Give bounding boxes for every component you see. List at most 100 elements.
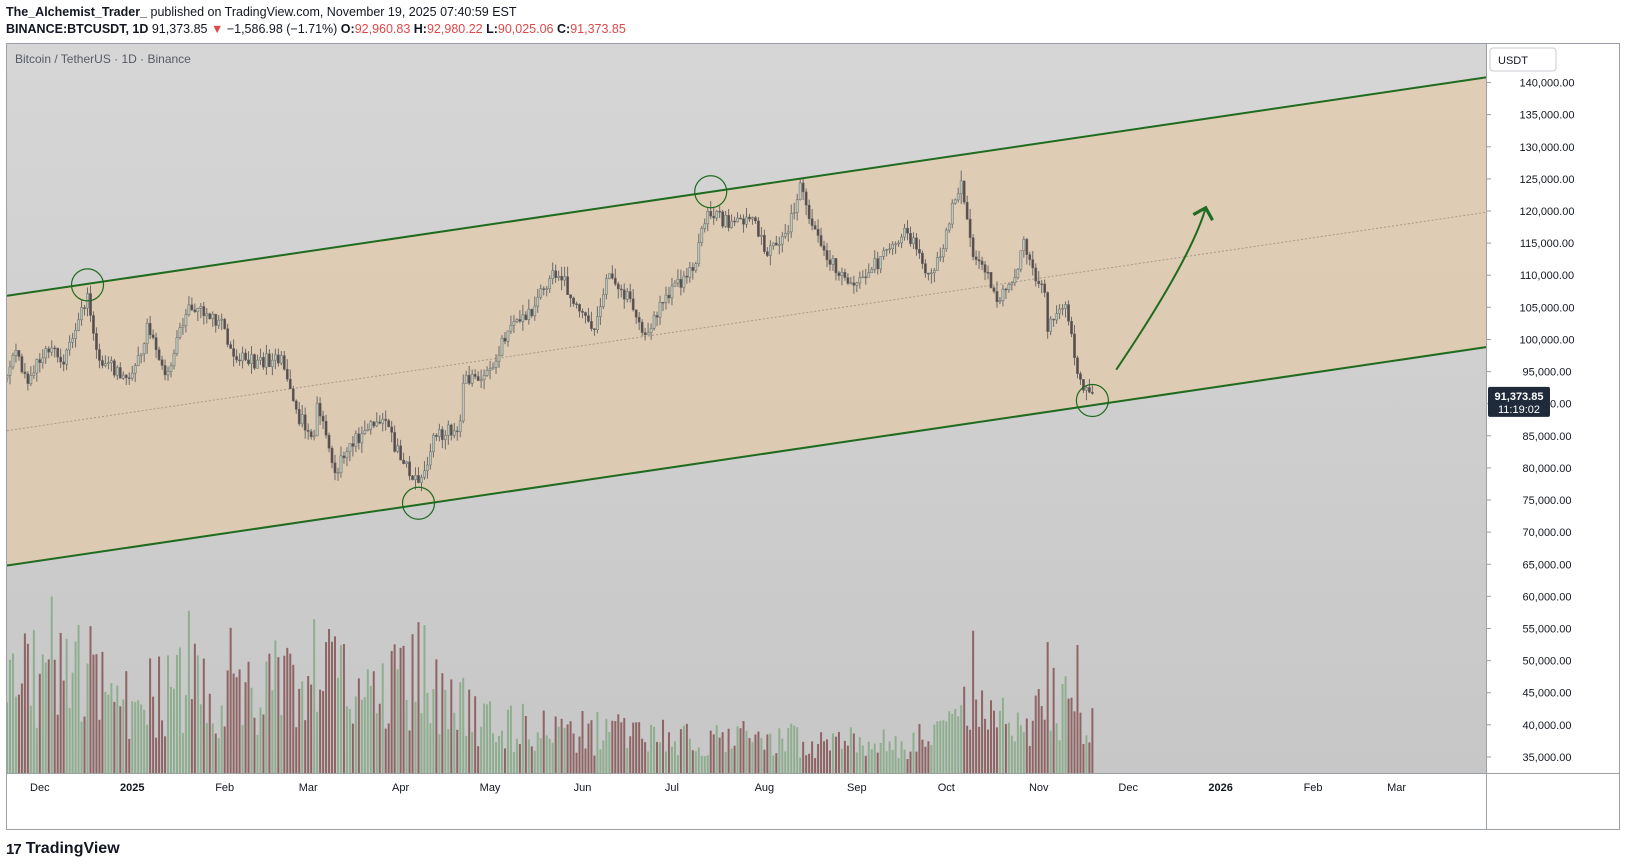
volume-bar <box>981 690 984 773</box>
volume-bar <box>745 730 748 773</box>
candle-body <box>852 282 856 286</box>
volume-bar <box>316 711 319 773</box>
volume-bar <box>244 682 247 773</box>
candle-body <box>470 374 474 384</box>
channel-fill <box>7 77 1486 566</box>
volume-bar <box>1019 725 1022 773</box>
currency-button-frame[interactable] <box>1489 47 1557 72</box>
volume-bar <box>990 700 993 773</box>
volume-bar <box>393 644 396 773</box>
candle-body <box>962 180 966 203</box>
tradingview-logo[interactable]: 17 TradingView <box>6 840 120 858</box>
volume-bar <box>781 738 784 773</box>
candle-body <box>136 355 140 366</box>
candle-body <box>41 357 45 363</box>
volume-bar <box>471 731 474 773</box>
candle-body <box>494 360 498 368</box>
candle-body <box>411 475 414 480</box>
volume-bar <box>500 730 503 773</box>
candle-body <box>652 315 656 329</box>
volume-bar <box>855 752 858 773</box>
volume-bar <box>1091 708 1094 773</box>
chart-title: Bitcoin / TetherUS · 1D · Binance <box>15 52 191 66</box>
candle-body <box>655 315 659 318</box>
candle-body <box>327 434 331 449</box>
volume-bar <box>694 751 697 773</box>
candle-body <box>288 378 292 390</box>
volume-bar <box>104 691 107 773</box>
volume-bar <box>998 710 1001 773</box>
candle-body <box>35 359 39 374</box>
volume-bar <box>378 703 381 773</box>
y-tick-label: 65,000.00 <box>1523 559 1572 571</box>
candle-body <box>742 218 745 225</box>
open-value: 92,960.83 <box>354 22 411 36</box>
volume-bar <box>647 751 650 773</box>
candle-body <box>596 316 599 331</box>
volume-bar <box>656 741 659 773</box>
candle-body <box>739 217 742 220</box>
candle-body <box>649 328 653 333</box>
volume-bar <box>533 750 536 773</box>
candle-body <box>682 275 686 288</box>
volume-bar <box>894 736 897 773</box>
candle-body <box>178 327 182 338</box>
volume-bar <box>322 691 325 773</box>
volume-bar <box>492 733 495 773</box>
author-name[interactable]: The_Alchemist_Trader_ <box>6 5 148 19</box>
volume-bar <box>891 749 894 773</box>
candle-body <box>804 191 808 206</box>
candle-body <box>548 278 552 289</box>
volume-bar <box>465 735 468 773</box>
candle-body <box>26 373 30 384</box>
candle-body <box>840 271 844 276</box>
x-tick-label: Dec <box>30 782 50 794</box>
candle-body <box>449 424 453 436</box>
candle-body <box>810 218 814 226</box>
volume-bar <box>673 741 676 773</box>
candle-body <box>285 369 289 380</box>
currency-label[interactable]: USDT <box>1498 55 1528 67</box>
volume-bar <box>1085 735 1088 773</box>
currency-button[interactable]: USDT <box>1489 47 1557 72</box>
price-chart[interactable]: 140,000.00 135,000.00 130,000.00 125,000.00… <box>5 44 1619 829</box>
candle-body <box>443 434 447 441</box>
candle-body <box>506 330 510 342</box>
candle-body <box>1088 387 1091 393</box>
volume-bar <box>56 714 59 773</box>
candle-body <box>938 256 942 259</box>
volume-bar <box>942 720 945 773</box>
candle-body <box>679 278 683 288</box>
ohlc-row: BINANCE:BTCUSDT, 1D 91,373.85 ▼ −1,586.9… <box>6 21 626 37</box>
candle-body <box>253 354 256 369</box>
candle-body <box>515 319 519 322</box>
volume-bar <box>146 724 149 773</box>
candle-body <box>151 334 155 338</box>
volume-bar <box>900 741 903 773</box>
volume-bar <box>620 722 623 773</box>
last-price: 91,373.85 <box>151 22 208 36</box>
candle-body <box>771 242 775 247</box>
volume-bar <box>766 734 769 773</box>
volume-bar <box>721 732 724 773</box>
volume-bar <box>912 732 915 773</box>
y-tick-label: 55,000.00 <box>1523 623 1572 635</box>
candle-body <box>646 332 650 336</box>
candle-body <box>968 218 972 238</box>
volume-bar <box>599 749 602 773</box>
tradingview-brand: TradingView <box>25 840 120 857</box>
candle-body <box>62 361 66 365</box>
candle-body <box>467 374 471 384</box>
volume-bar <box>486 704 489 773</box>
volume-bar <box>8 659 11 773</box>
volume-bar <box>399 647 402 773</box>
volume-bar <box>662 719 665 773</box>
volume-bar <box>274 640 277 773</box>
candle-body <box>855 282 859 286</box>
volume-bar <box>247 661 250 773</box>
candle-body <box>673 282 677 287</box>
volume-bar <box>125 671 128 773</box>
volume-bar <box>172 688 175 773</box>
volume-bar <box>1049 730 1052 773</box>
volume-bar <box>972 630 975 773</box>
